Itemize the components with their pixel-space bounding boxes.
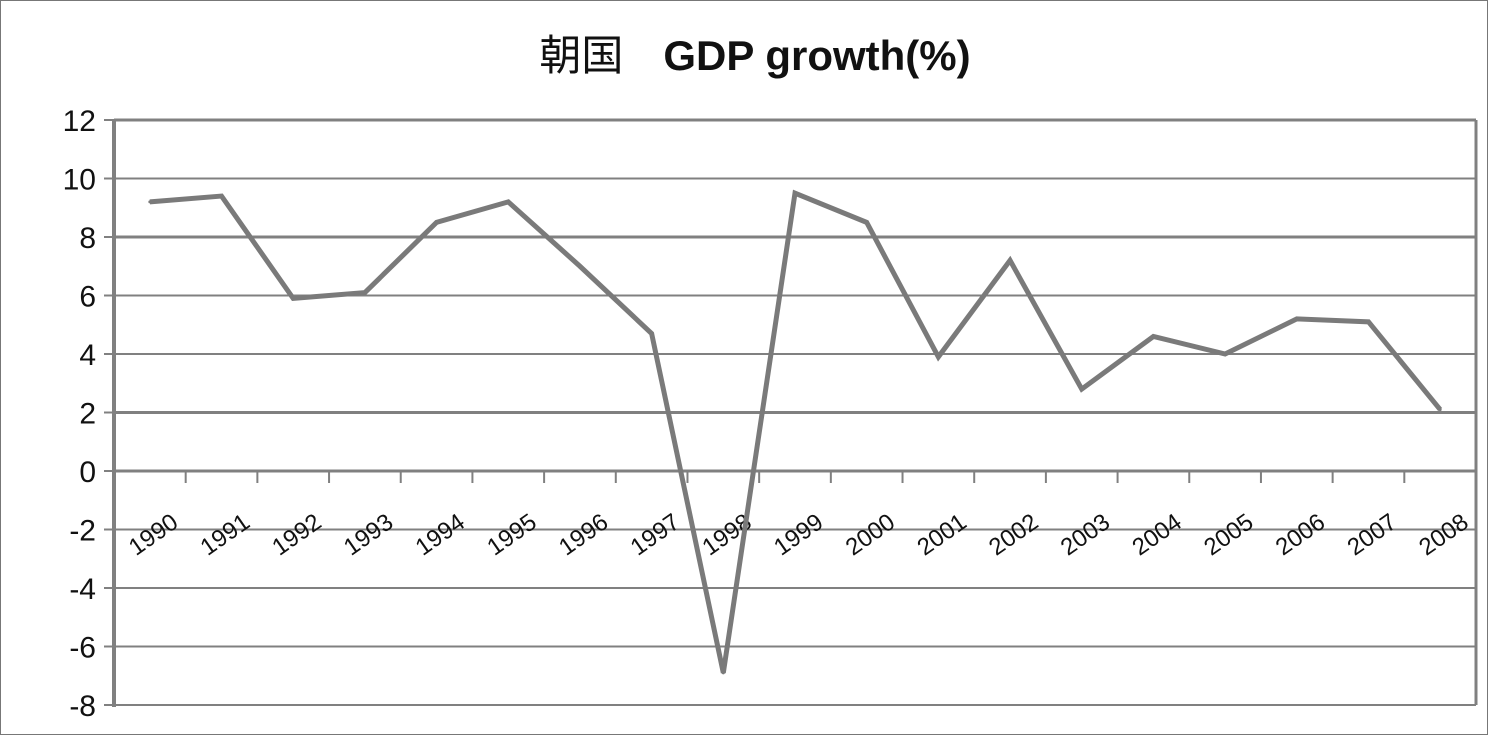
x-tick-label: 2002 xyxy=(984,508,1043,561)
data-point xyxy=(435,220,439,224)
chart-title-cn: 朝国 xyxy=(539,32,624,79)
x-tick-label: 1999 xyxy=(769,508,828,561)
data-point xyxy=(578,264,582,268)
x-tick-label: 2005 xyxy=(1199,508,1258,561)
y-tick-label: 4 xyxy=(79,339,96,372)
y-tick-label: 2 xyxy=(79,398,96,431)
data-point xyxy=(148,200,152,204)
data-point xyxy=(1295,317,1299,321)
data-point xyxy=(650,332,654,336)
y-tick-label: 0 xyxy=(79,456,96,489)
x-tick-label: 2004 xyxy=(1128,508,1187,561)
x-tick-label: 1997 xyxy=(626,508,685,561)
data-point xyxy=(1438,408,1442,412)
chart-title-en: GDP growth(%) xyxy=(663,32,971,79)
data-point xyxy=(506,200,510,204)
series-line xyxy=(149,189,1443,674)
y-tick-label: 12 xyxy=(63,105,96,138)
data-point xyxy=(363,291,367,295)
data-point xyxy=(865,220,869,224)
data-point xyxy=(721,671,725,675)
x-tick-label: 2007 xyxy=(1343,508,1402,561)
x-tick-label: 1994 xyxy=(411,508,470,561)
data-point xyxy=(1080,387,1084,391)
x-tick-label: 2008 xyxy=(1414,508,1473,561)
x-tick-label: 2006 xyxy=(1271,508,1330,561)
y-tick-label: 8 xyxy=(79,222,96,255)
x-tick-label: 1993 xyxy=(339,508,398,561)
x-tick-label: 1990 xyxy=(124,508,183,561)
data-point xyxy=(1366,320,1370,324)
data-point xyxy=(1223,352,1227,356)
data-point xyxy=(793,191,797,195)
x-tick-label: 2000 xyxy=(841,508,900,561)
data-point xyxy=(936,355,940,359)
y-tick-label: 10 xyxy=(63,164,96,197)
y-tick-label: 6 xyxy=(79,281,96,314)
x-tick-label: 1995 xyxy=(482,508,541,561)
data-point xyxy=(1008,258,1012,262)
data-point xyxy=(220,194,224,198)
y-tick-label: -8 xyxy=(69,690,96,723)
chart-title: 朝国 GDP growth(%) xyxy=(0,22,1488,83)
x-tick-label: 1991 xyxy=(196,508,255,561)
x-tick-label: 2003 xyxy=(1056,508,1115,561)
x-tick-label: 1996 xyxy=(554,508,613,561)
data-point xyxy=(291,296,295,300)
y-tick-label: -4 xyxy=(69,573,96,606)
data-point xyxy=(1151,334,1155,338)
y-tick-label: -2 xyxy=(69,515,96,548)
x-tick-label: 1992 xyxy=(267,508,326,561)
x-tick-label: 2001 xyxy=(912,508,971,561)
y-tick-label: -6 xyxy=(69,632,96,665)
